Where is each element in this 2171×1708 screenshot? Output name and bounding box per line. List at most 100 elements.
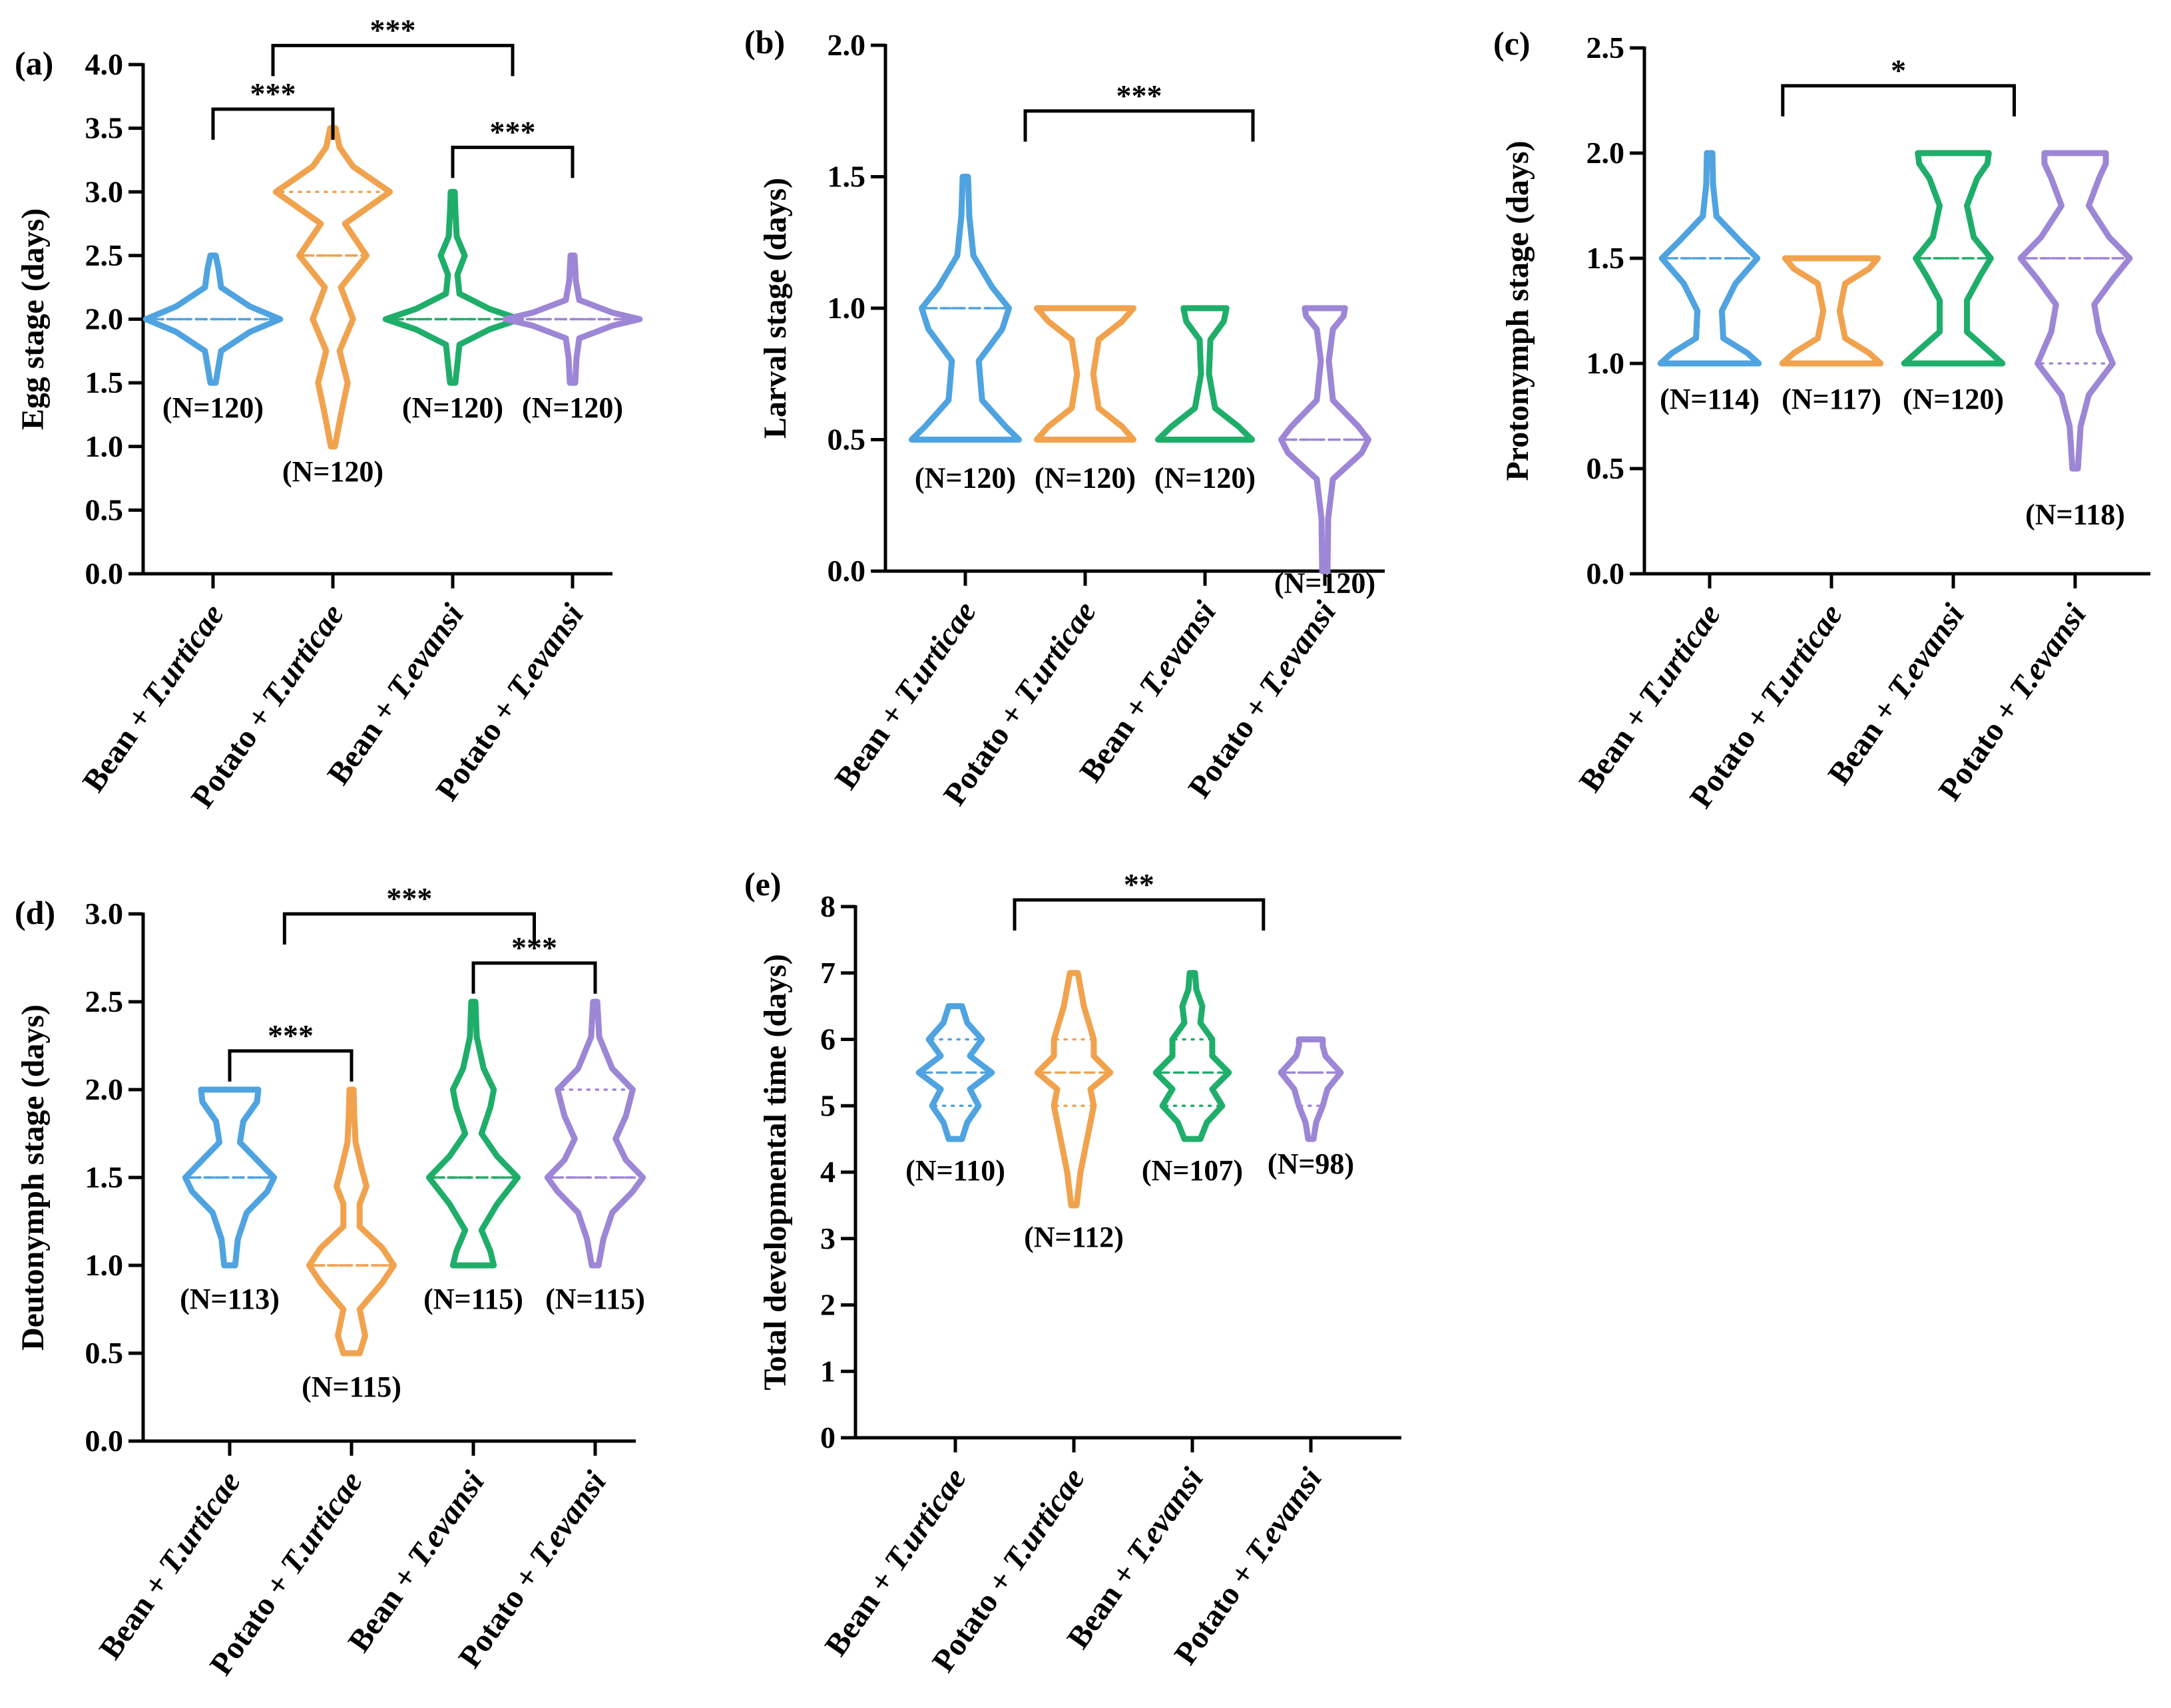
y-tick-label: 1.5 — [85, 365, 124, 399]
category-host: Potato + — [203, 1561, 302, 1682]
category-host: Potato + — [184, 694, 284, 815]
n-count-label: (N=112) — [1024, 1221, 1124, 1253]
category-species: T.urticae — [996, 1462, 1092, 1578]
violin-panel-2: (c) 0.0 0.5 1.0 1.5 2.0 2.5 Protonymph stage (d… — [1493, 25, 2150, 814]
violin-shape — [908, 174, 1023, 443]
category-host: Potato + — [452, 1554, 551, 1675]
violin-shape — [1154, 305, 1256, 443]
violin-shape — [382, 188, 523, 386]
panel-label: (b) — [744, 23, 785, 61]
category-host: Bean + — [76, 694, 164, 799]
n-count-label: (N=120) — [1903, 383, 2004, 415]
y-tick-label: 2.5 — [1586, 31, 1625, 65]
significance-label: *** — [511, 931, 557, 964]
violin-shape — [2017, 150, 2133, 472]
panel-label: (a) — [15, 45, 53, 82]
n-count-label: (N=120) — [402, 391, 503, 424]
y-tick-label: 2.0 — [85, 1072, 124, 1106]
category-host: Bean + — [320, 686, 409, 791]
violin-shape — [1779, 255, 1884, 367]
category-species: T.evansi — [401, 1464, 492, 1574]
y-tick-label: 0.0 — [85, 556, 124, 590]
y-tick-label: 0.5 — [828, 423, 866, 457]
category-species: T.evansi — [1132, 594, 1224, 704]
y-tick-label: 1.0 — [85, 1248, 124, 1282]
n-count-label: (N=115) — [423, 1283, 523, 1315]
violin-shape — [1278, 1036, 1344, 1142]
y-tick-label: 3.0 — [85, 897, 124, 931]
y-tick-label: 2 — [820, 1288, 836, 1322]
violin-panel-1: (b) 0.0 0.5 1.0 1.5 2.0 Larval stage (days) Bea… — [744, 23, 1385, 811]
y-tick-label: 2.0 — [828, 28, 866, 62]
significance-bracket — [451, 145, 575, 178]
category-species: T.urticae — [135, 598, 231, 714]
category-species: T.urticae — [152, 1465, 248, 1581]
category-host: Potato + — [1182, 684, 1281, 805]
violin-shape — [915, 1003, 995, 1142]
n-count-label: (N=110) — [905, 1154, 1005, 1187]
y-axis-label: Egg stage (days) — [15, 208, 51, 430]
violin-shape — [1901, 150, 2006, 367]
category-species: T.evansi — [2003, 597, 2094, 706]
category-species: T.evansi — [1252, 594, 1343, 704]
violin-shape — [1657, 150, 1762, 367]
n-count-label: (N=98) — [1268, 1148, 1354, 1180]
category-species: T.urticae — [1007, 595, 1103, 711]
violin-shape — [306, 1086, 397, 1357]
category-host: Bean + — [1060, 1550, 1148, 1655]
y-axis-label: Total developmental time (days) — [758, 954, 793, 1390]
y-tick-label: 0.0 — [828, 554, 866, 588]
n-count-label: (N=120) — [282, 455, 383, 488]
violin-shape — [1152, 970, 1232, 1142]
y-tick-label: 2.5 — [85, 984, 124, 1018]
category-host: Bean + — [818, 1558, 907, 1663]
y-tick-label: 1.5 — [85, 1160, 124, 1194]
y-tick-label: 5 — [820, 1088, 836, 1122]
n-count-label: (N=117) — [1782, 383, 1881, 415]
significance-bracket — [1023, 109, 1255, 142]
category-species: T.evansi — [380, 597, 471, 706]
category-species: T.urticae — [274, 1465, 369, 1581]
y-tick-label: 1.0 — [828, 291, 866, 325]
category-species: T.urticae — [255, 598, 351, 714]
violin-panel-3: (d) 0.0 0.5 1.0 1.5 2.0 2.5 3.0 Deutonymph stage… — [15, 881, 646, 1682]
n-count-label: (N=115) — [302, 1371, 401, 1403]
significance-bracket — [471, 961, 597, 994]
y-tick-label: 3 — [820, 1221, 836, 1255]
significance-label: *** — [268, 1018, 314, 1052]
category-host: Bean + — [93, 1561, 181, 1666]
category-species: T.evansi — [1881, 597, 1972, 706]
y-tick-label: 3.0 — [85, 174, 124, 208]
n-count-label: (N=120) — [915, 461, 1016, 494]
panel-label: (c) — [1493, 25, 1531, 62]
significance-label: *** — [1116, 79, 1162, 112]
category-species: T.evansi — [500, 597, 591, 706]
n-count-label: (N=120) — [162, 391, 264, 424]
y-tick-label: 7 — [820, 956, 836, 990]
y-tick-label: 8 — [820, 889, 836, 923]
significance-label: *** — [386, 881, 432, 915]
y-tick-label: 4 — [820, 1155, 836, 1189]
significance-bracket — [211, 107, 335, 140]
n-count-label: (N=107) — [1142, 1154, 1243, 1187]
significance-bracket — [282, 912, 536, 945]
y-tick-label: 0.5 — [85, 493, 124, 527]
n-count-label: (N=120) — [1035, 461, 1136, 494]
category-species: T.urticae — [1754, 598, 1849, 714]
y-axis-label: Deutonymph stage (days) — [15, 1004, 51, 1351]
y-tick-label: 1.5 — [828, 160, 866, 194]
violin-shape — [142, 252, 284, 386]
violin-panel-4: (e) 0 1 2 3 4 5 6 7 8 Total developmental time (da… — [744, 865, 1401, 1678]
y-tick-label: 3.5 — [85, 111, 124, 145]
n-count-label: (N=120) — [1154, 461, 1256, 494]
violin-shape — [1278, 305, 1371, 574]
significance-label: *** — [490, 114, 536, 148]
category-host: Potato + — [429, 686, 529, 807]
violin-shape — [1034, 970, 1114, 1209]
significance-label: * — [1891, 53, 1906, 87]
y-tick-label: 2.0 — [85, 302, 124, 336]
y-tick-label: 1.0 — [85, 429, 124, 463]
category-host: Bean + — [1821, 686, 1909, 791]
category-host: Bean + — [1073, 684, 1161, 789]
